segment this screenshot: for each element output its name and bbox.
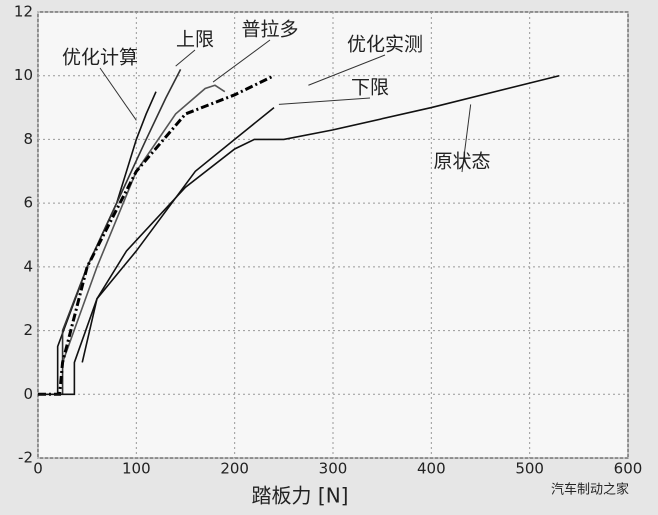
series-label: 原状态 bbox=[433, 151, 490, 173]
watermark: 汽车制动之家 bbox=[551, 482, 629, 498]
y-tick-label: 12 bbox=[14, 3, 33, 21]
leader-line bbox=[99, 67, 137, 121]
series-line bbox=[81, 106, 275, 363]
x-tick-label: 500 bbox=[515, 460, 544, 478]
x-axis-label: 踏板力 [N] bbox=[252, 484, 349, 508]
leader-line bbox=[461, 104, 472, 173]
series-line bbox=[38, 74, 275, 396]
series-label: 普拉多 bbox=[241, 19, 298, 41]
y-tick-label: 0 bbox=[23, 385, 33, 403]
series-line bbox=[61, 84, 226, 363]
y-tick-label: 2 bbox=[23, 321, 33, 339]
x-tick-label: 300 bbox=[319, 460, 348, 478]
leader-line bbox=[175, 49, 196, 67]
y-tick-label: 6 bbox=[23, 194, 33, 212]
x-tick-label: 100 bbox=[122, 460, 151, 478]
y-tick-label: -2 bbox=[18, 449, 33, 467]
y-tick-label: 8 bbox=[23, 130, 33, 148]
leader-line bbox=[212, 39, 271, 83]
y-tick-label: 10 bbox=[14, 66, 33, 84]
series-label: 优化计算 bbox=[62, 47, 138, 69]
leader-line bbox=[278, 97, 371, 105]
series-line bbox=[61, 68, 182, 395]
x-tick-label: 600 bbox=[614, 460, 643, 478]
series-label: 下限 bbox=[351, 77, 389, 99]
x-tick-label: 200 bbox=[220, 460, 249, 478]
y-tick-label: 4 bbox=[23, 257, 33, 275]
series-label: 优化实测 bbox=[347, 34, 423, 56]
leader-line bbox=[308, 54, 386, 86]
x-tick-label: 400 bbox=[417, 460, 446, 478]
series-line bbox=[38, 74, 560, 396]
series-label: 上限 bbox=[176, 29, 214, 51]
x-tick-label: 0 bbox=[33, 460, 43, 478]
